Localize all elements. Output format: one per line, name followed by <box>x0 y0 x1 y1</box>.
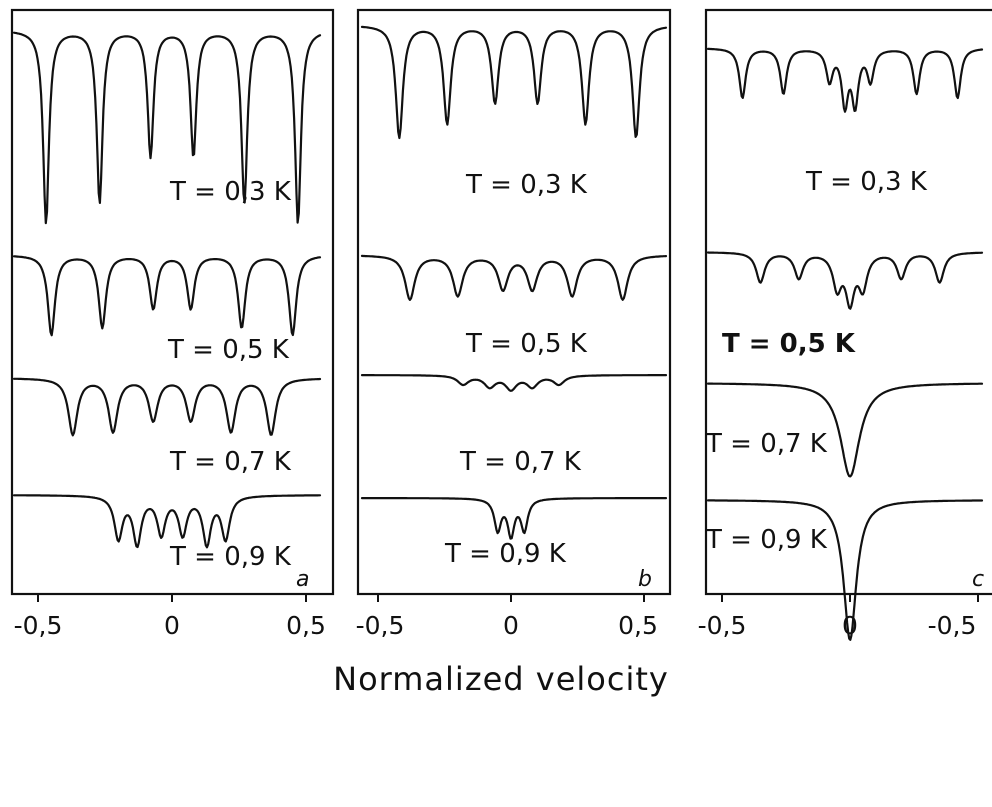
panel-c-tick-label-3: -0,5 <box>928 611 977 640</box>
panel-b-series-1-label: T = 0,3 K <box>465 170 588 200</box>
panel-a-tick-label-2: 0 <box>164 611 180 640</box>
panel-c-series-1-curve <box>706 47 984 113</box>
panel-a-frame <box>10 8 335 596</box>
panel-c-tick-label-2: 0 <box>842 611 858 640</box>
panel-a-series-4-label: T = 0,9 K <box>169 542 292 572</box>
panel-b-series-4-label: T = 0,9 K <box>444 539 567 569</box>
panel-c-tick-label-1: -0,5 <box>698 611 747 640</box>
panel-a-tick-label-1: -0,5 <box>14 611 63 640</box>
panel-a-series-2-curve <box>12 255 322 337</box>
panel-c: T = 0,3 K T = 0,5 K T = 0,7 K T = 0,9 K … <box>698 8 992 640</box>
panel-b-series-3-label: T = 0,7 K <box>459 447 582 477</box>
spectrum-curves <box>12 25 984 641</box>
panel-a-series-3-label: T = 0,7 K <box>169 447 292 477</box>
panel-c-series-3-label: T = 0,7 K <box>705 429 828 459</box>
panel-b: T = 0,3 K T = 0,5 K T = 0,7 K T = 0,9 K … <box>356 8 672 640</box>
panel-c-series-4-label: T = 0,9 K <box>705 525 828 555</box>
panel-b-frame <box>356 8 672 596</box>
panel-a-series-1-label: T = 0,3 K <box>169 177 292 207</box>
panel-c-letter: c <box>972 567 984 592</box>
panel-b-series-2-label: T = 0,5 K <box>465 329 588 359</box>
panel-b-tick-label-2: 0 <box>503 611 519 640</box>
panel-c-series-3-curve <box>706 382 984 478</box>
panel-b-series-4-curve <box>360 497 668 540</box>
panel-c-series-2-label: T = 0,5 K <box>722 329 856 359</box>
panel-c-series-1-label: T = 0,3 K <box>805 167 928 197</box>
panel-c-series-4-curve <box>706 499 984 641</box>
panel-a-letter: a <box>296 567 309 592</box>
panel-a-tick-label-3: 0,5 <box>286 611 326 640</box>
panel-a-series-2-label: T = 0,5 K <box>167 335 290 365</box>
panel-a: T = 0,3 K T = 0,5 K T = 0,7 K T = 0,9 K … <box>10 8 335 640</box>
x-axis-label: Normalized velocity <box>333 660 669 698</box>
panel-b-letter: b <box>638 567 652 592</box>
panel-a-series-1-curve <box>12 31 322 225</box>
panel-c-series-2-curve <box>706 251 984 310</box>
panel-a-series-4-curve <box>12 494 322 549</box>
panel-b-series-2-curve <box>360 254 668 301</box>
panel-c-frame <box>704 8 992 596</box>
panel-a-series-3-curve <box>12 377 322 437</box>
panel-b-series-3-curve <box>360 374 668 392</box>
panel-b-series-1-curve <box>360 25 668 140</box>
panel-b-tick-label-1: -0,5 <box>356 611 405 640</box>
panel-b-tick-label-3: 0,5 <box>618 611 658 640</box>
